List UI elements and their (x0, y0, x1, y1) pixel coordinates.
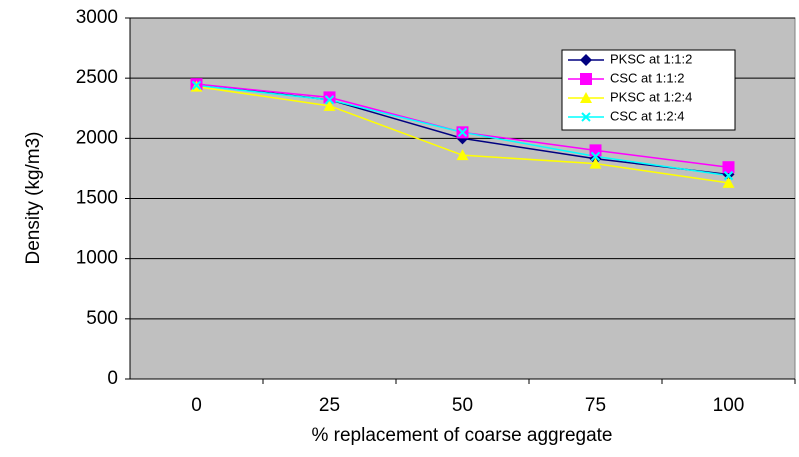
marker (722, 161, 735, 174)
x-tick-label: 25 (319, 395, 340, 416)
y-tick-label: 3000 (76, 7, 118, 28)
y-tick-label: 2500 (76, 67, 118, 88)
marker (723, 170, 734, 181)
marker (457, 127, 468, 138)
marker (590, 151, 601, 162)
x-tick-label: 50 (452, 395, 473, 416)
marker (589, 157, 602, 169)
x-tick-label: 100 (713, 395, 745, 416)
x-axis-label: % replacement of coarse aggregate (311, 425, 612, 446)
marker (456, 149, 469, 161)
legend-label: PKSC at 1:1:2 (610, 51, 692, 66)
marker (580, 54, 592, 66)
y-tick-label: 1000 (76, 248, 118, 269)
marker (191, 80, 202, 91)
legend-label: CSC at 1:1:2 (610, 70, 684, 85)
legend-label: CSC at 1:2:4 (610, 108, 684, 123)
marker (324, 95, 335, 105)
y-axis-label: Density (kg/m3) (23, 131, 44, 264)
marker (323, 99, 336, 111)
y-tick-label: 0 (107, 368, 118, 389)
marker (580, 73, 592, 85)
x-tick-label: 0 (191, 395, 202, 416)
y-tick-label: 1500 (76, 188, 118, 209)
legend-label: PKSC at 1:2:4 (610, 89, 692, 104)
legend: PKSC at 1:1:2 CSC at 1:1:2 PKSC at 1:2:4 CS… (561, 49, 736, 131)
marker (580, 92, 592, 103)
marker (722, 176, 735, 188)
marker (581, 112, 591, 122)
y-tick-label: 500 (86, 308, 118, 329)
y-tick-label: 2000 (76, 127, 118, 148)
marker (589, 144, 602, 157)
x-tick-label: 75 (585, 395, 606, 416)
marker (323, 91, 336, 104)
